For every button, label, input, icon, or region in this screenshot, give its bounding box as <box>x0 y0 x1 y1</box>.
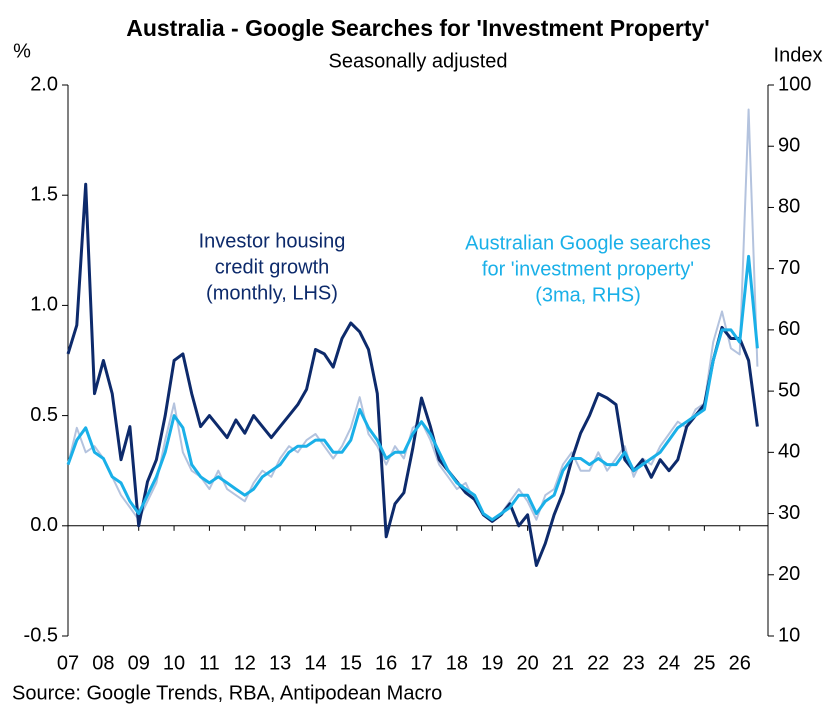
chart-title: Australia - Google Searches for 'Investm… <box>126 15 710 41</box>
x-tick-label: 10 <box>163 652 185 674</box>
x-tick-label: 16 <box>375 652 397 674</box>
annotation: credit growth <box>215 256 330 278</box>
y2-tick-label: 60 <box>778 318 800 340</box>
annotation: for 'investment property' <box>482 258 694 280</box>
series-line <box>66 182 759 567</box>
y2-tick-label: 10 <box>778 624 800 646</box>
x-tick-label: 20 <box>516 652 538 674</box>
y2-tick-label: 20 <box>778 563 800 585</box>
x-tick-label: 21 <box>552 652 574 674</box>
x-tick-label: 19 <box>481 652 503 674</box>
y-axis-label: % <box>13 40 31 62</box>
y-tick-label: 2.0 <box>30 73 58 95</box>
x-tick-label: 13 <box>269 652 291 674</box>
x-tick-label: 08 <box>92 652 114 674</box>
annotation: Investor housing <box>199 230 346 252</box>
y-tick-label: 0.5 <box>30 404 58 426</box>
x-tick-label: 09 <box>128 652 150 674</box>
y2-axis-label: Index <box>774 44 823 66</box>
x-tick-label: 25 <box>693 652 715 674</box>
source: Source: Google Trends, RBA, Antipodean M… <box>12 682 442 704</box>
series-line <box>66 254 759 522</box>
y-tick-label: -0.5 <box>24 624 58 646</box>
x-tick-label: 07 <box>57 652 79 674</box>
x-tick-label: 15 <box>340 652 362 674</box>
annotation: Australian Google searches <box>465 232 711 254</box>
chart-subtitle: Seasonally adjusted <box>328 50 507 72</box>
x-tick-label: 14 <box>304 652 326 674</box>
x-tick-label: 12 <box>234 652 256 674</box>
annotation: (3ma, RHS) <box>535 284 641 306</box>
y2-tick-label: 80 <box>778 196 800 218</box>
y-tick-label: 1.0 <box>30 294 58 316</box>
x-tick-label: 18 <box>446 652 468 674</box>
x-tick-label: 17 <box>410 652 432 674</box>
x-tick-label: 26 <box>729 652 751 674</box>
x-tick-label: 11 <box>199 652 220 674</box>
x-tick-label: 22 <box>587 652 609 674</box>
y2-tick-label: 90 <box>778 135 800 157</box>
y-tick-label: 1.5 <box>30 183 58 205</box>
y2-tick-label: 70 <box>778 257 800 279</box>
x-tick-label: 24 <box>658 652 680 674</box>
y2-tick-label: 30 <box>778 502 800 524</box>
x-tick-label: 23 <box>623 652 645 674</box>
y-tick-label: 0.0 <box>30 514 58 536</box>
y2-tick-label: 50 <box>778 379 800 401</box>
y2-tick-label: 100 <box>778 73 811 95</box>
y2-tick-label: 40 <box>778 441 800 463</box>
annotation: (monthly, LHS) <box>206 282 338 304</box>
